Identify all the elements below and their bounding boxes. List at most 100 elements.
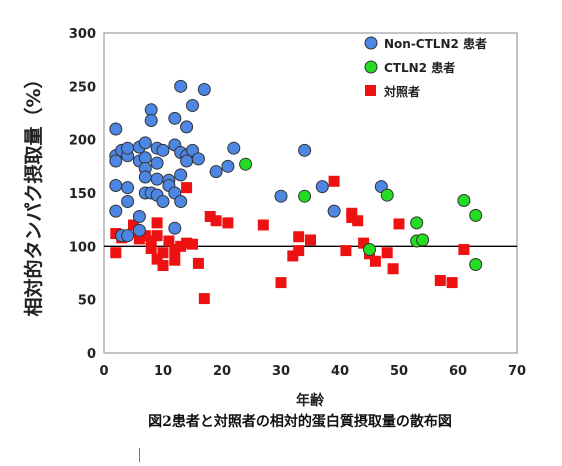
- control-point: [157, 260, 169, 272]
- control-point: [157, 247, 169, 259]
- figure-caption: 図2患者と対照者の相対的蛋白質摂取量の散布図: [148, 413, 452, 430]
- control-point: [352, 215, 364, 227]
- ctln2-point: [410, 216, 424, 230]
- non-ctln2-point: [109, 154, 123, 168]
- ctln2-point: [380, 188, 394, 202]
- ctln2-point: [469, 208, 483, 222]
- control-point: [340, 245, 352, 257]
- control-point: [387, 263, 399, 275]
- control-point: [151, 253, 163, 265]
- control-point: [128, 219, 139, 231]
- control-point: [381, 247, 393, 259]
- ctln2-point: [363, 243, 376, 257]
- non-ctln2-point: [274, 189, 288, 203]
- control-point: [293, 245, 305, 257]
- y-tick-label: 50: [78, 294, 96, 309]
- control-point: [328, 175, 340, 187]
- control-point: [169, 254, 181, 266]
- y-axis-label: 相対的タンパク摂取量（%）: [22, 69, 45, 316]
- ctln2-point: [298, 189, 312, 203]
- x-tick-label: 30: [272, 364, 290, 379]
- data-points: [109, 79, 483, 305]
- x-tick-label: 70: [508, 364, 526, 379]
- non-ctln2-point: [150, 172, 164, 186]
- non-ctln2-point: [209, 165, 223, 179]
- control-point: [110, 247, 122, 259]
- control-point: [181, 237, 193, 249]
- non-ctln2-point: [138, 170, 152, 184]
- y-tick-label: 250: [69, 80, 96, 95]
- legend-label-control: 対照者: [383, 84, 420, 99]
- control-point: [163, 235, 175, 247]
- non-ctln2-point: [197, 83, 211, 97]
- non-ctln2-point: [174, 168, 188, 182]
- non-ctln2-point: [109, 122, 123, 136]
- control-point: [257, 219, 269, 231]
- y-tick-label: 150: [69, 187, 96, 202]
- legend-label-ctln2: CTLN2 患者: [384, 60, 455, 75]
- control-point: [434, 274, 446, 286]
- non-ctln2-point: [150, 156, 164, 170]
- control-point: [139, 230, 151, 242]
- non-ctln2-point: [138, 136, 152, 150]
- control-point: [293, 231, 305, 243]
- y-tick-label: 200: [69, 134, 96, 149]
- control-point: [275, 277, 287, 289]
- non-ctln2-point: [132, 209, 146, 223]
- control-point: [175, 240, 187, 252]
- non-ctln2-point: [109, 179, 123, 193]
- non-ctln2-point: [327, 204, 341, 218]
- ctln2-point: [469, 257, 483, 271]
- non-ctln2-point: [180, 120, 194, 134]
- control-point: [210, 215, 222, 227]
- control-point: [458, 244, 470, 256]
- non-ctln2-point: [227, 141, 241, 155]
- ctln2-point: [457, 193, 471, 207]
- non-ctln2-point: [144, 113, 158, 127]
- non-ctln2-point: [174, 79, 188, 93]
- non-ctln2-point: [191, 152, 205, 166]
- x-tick-labels: 0 10 20 30 40 50 60 70: [99, 364, 526, 379]
- legend-label-non-ctln2: Non-CTLN2 患者: [384, 36, 487, 51]
- non-ctln2-point: [298, 143, 312, 157]
- control-point: [346, 212, 358, 224]
- non-ctln2-point: [121, 141, 135, 155]
- non-ctln2-point: [180, 154, 194, 168]
- control-point: [198, 293, 210, 305]
- control-point: [287, 250, 299, 262]
- control-point: [305, 234, 316, 246]
- non-ctln2-point: [168, 221, 182, 235]
- control-point: [169, 244, 181, 256]
- non-ctln2-point: [221, 159, 235, 173]
- control-point: [369, 255, 381, 267]
- non-ctln2-point: [121, 195, 135, 209]
- non-ctln2-point: [174, 195, 188, 209]
- control-point: [192, 257, 204, 269]
- control-point: [358, 237, 370, 249]
- ctln2-point: [416, 233, 430, 247]
- control-point: [187, 238, 198, 250]
- control-point: [222, 217, 234, 229]
- x-tick-label: 0: [99, 364, 108, 379]
- legend-marker-control: [365, 85, 376, 96]
- control-point: [181, 182, 193, 194]
- control-point: [204, 210, 216, 222]
- control-point: [151, 217, 163, 229]
- y-tick-label: 0: [87, 347, 96, 362]
- non-ctln2-point: [121, 181, 135, 195]
- control-point: [151, 230, 163, 242]
- non-ctln2-point: [156, 195, 170, 209]
- control-point: [145, 242, 157, 254]
- y-tick-label: 100: [69, 240, 96, 255]
- control-point: [446, 277, 458, 289]
- non-ctln2-point: [156, 143, 170, 157]
- plot-area: [103, 32, 518, 354]
- control-point: [393, 218, 405, 230]
- x-axis-label: 年齢: [296, 392, 325, 409]
- x-tick-label: 10: [154, 364, 172, 379]
- control-point: [133, 233, 145, 245]
- non-ctln2-point: [168, 111, 182, 125]
- y-tick-labels: 0 50 100 150 200 250 300: [69, 27, 96, 362]
- x-tick-label: 60: [449, 364, 467, 379]
